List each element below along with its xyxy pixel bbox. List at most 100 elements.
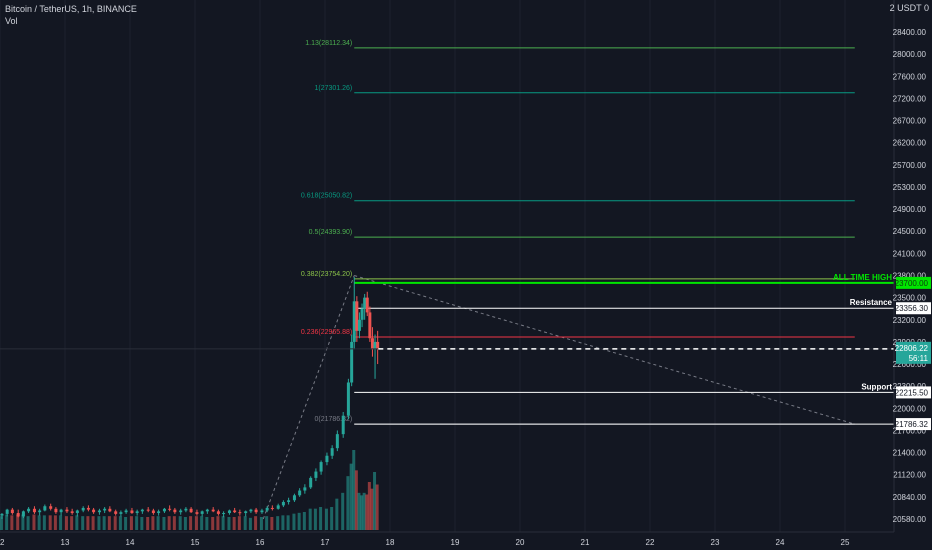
level-axis-badge [896, 418, 931, 431]
volume-bar [281, 515, 285, 530]
volume-bar [352, 450, 356, 530]
volume-bar [107, 516, 111, 530]
candle-body [373, 341, 377, 350]
volume-bar [151, 516, 155, 530]
volume-bar [194, 516, 198, 530]
level-axis-text: 23356.30 [895, 304, 929, 313]
volume-bar [302, 512, 306, 530]
volume-bar [297, 512, 301, 530]
candle-body [65, 509, 69, 512]
time-axis-background [0, 532, 932, 550]
volume-bar [102, 516, 106, 530]
candle-body [135, 511, 139, 514]
price-tick-label: 24100.00 [893, 249, 927, 258]
volume-bar [373, 472, 377, 530]
volume-bar [113, 516, 117, 530]
candle-body [330, 448, 334, 456]
volume-bar [341, 492, 345, 530]
level-name-label: Support [861, 382, 892, 391]
candle-body [244, 511, 248, 514]
volume-bar [270, 517, 274, 530]
candle-body [179, 510, 183, 513]
volume-bar [32, 514, 36, 530]
volume-bar [292, 513, 296, 530]
candle-body [309, 477, 313, 488]
current-price-badge [896, 341, 931, 364]
candle-body [238, 512, 242, 514]
fib-level-label: 0.618(25050.82) [301, 193, 352, 200]
level-axis-text: 22215.50 [895, 388, 929, 397]
time-tick-label: 15 [191, 538, 200, 547]
candle-body [314, 471, 318, 478]
candle-body [189, 508, 193, 513]
candle-body [21, 511, 25, 517]
time-tick-label: 19 [451, 538, 460, 547]
volume-bar [367, 482, 371, 530]
volume-bar [124, 517, 128, 530]
volume-bar [140, 517, 144, 530]
volume-bar [335, 498, 339, 530]
candle-body [341, 415, 345, 435]
volume-label[interactable]: Vol [5, 16, 18, 26]
candle-body [157, 511, 161, 514]
volume-bar [259, 517, 263, 530]
volume-bar [48, 515, 52, 530]
candle-body [43, 506, 47, 511]
candle-body [357, 319, 361, 331]
candle-body [16, 513, 20, 517]
time-tick-label: 17 [321, 538, 330, 547]
currency-label[interactable]: 2 USDT 0 [890, 3, 929, 13]
volume-bar [189, 516, 193, 530]
candle-body [195, 512, 199, 514]
volume-bar [360, 495, 364, 530]
candle-body [54, 508, 58, 513]
grid [0, 0, 846, 532]
volume-bar [21, 514, 25, 530]
volume-bar [156, 516, 160, 530]
trendline[interactable] [262, 275, 355, 520]
price-tick-label: 28000.00 [893, 50, 927, 59]
candle-body [254, 509, 258, 513]
price-tick-label: 20840.00 [893, 493, 927, 502]
level-axis-text: 23700.00 [895, 279, 929, 288]
volume-bar [146, 517, 150, 530]
volume-bar [118, 516, 122, 530]
volume-bar [205, 517, 209, 530]
price-tick-label: 25700.00 [893, 161, 927, 170]
price-tick-label: 25300.00 [893, 183, 927, 192]
price-tick-label: 27600.00 [893, 72, 927, 81]
volume-bar [370, 488, 374, 530]
volume-bar [59, 515, 63, 530]
candle-body [81, 507, 85, 511]
candle-body [146, 509, 150, 511]
candle-body [151, 510, 155, 514]
volume-bar [362, 492, 366, 530]
candle-body [211, 509, 215, 512]
volume-bar [200, 516, 204, 530]
fib-level-label: 0.382(23754.20) [301, 271, 352, 278]
candle-body [325, 455, 329, 463]
volume-bar [162, 517, 166, 530]
fib-level-label: 0(21786.32) [314, 416, 352, 423]
candle-body [265, 507, 269, 511]
volume-bar [5, 514, 9, 530]
candle-body [335, 434, 339, 449]
candle-body [303, 487, 307, 491]
symbol-title[interactable]: Bitcoin / TetherUS, 1h, BINANCE [5, 4, 137, 14]
candle-body [355, 301, 359, 331]
candle-countdown-text: 56:11 [909, 354, 929, 363]
fib-level-label: 0.236(22965.88) [301, 329, 352, 336]
price-tick-label: 22000.00 [893, 404, 927, 413]
volume-bar [324, 508, 328, 530]
volume-bar [26, 516, 30, 530]
time-tick-label: 20 [516, 538, 525, 547]
candles [0, 276, 380, 519]
trendlines [262, 275, 855, 520]
volume-bar [216, 516, 220, 530]
candle-body [92, 509, 96, 513]
volume-bar [97, 516, 101, 530]
candle-body [168, 508, 172, 510]
volume-bar [10, 515, 14, 530]
